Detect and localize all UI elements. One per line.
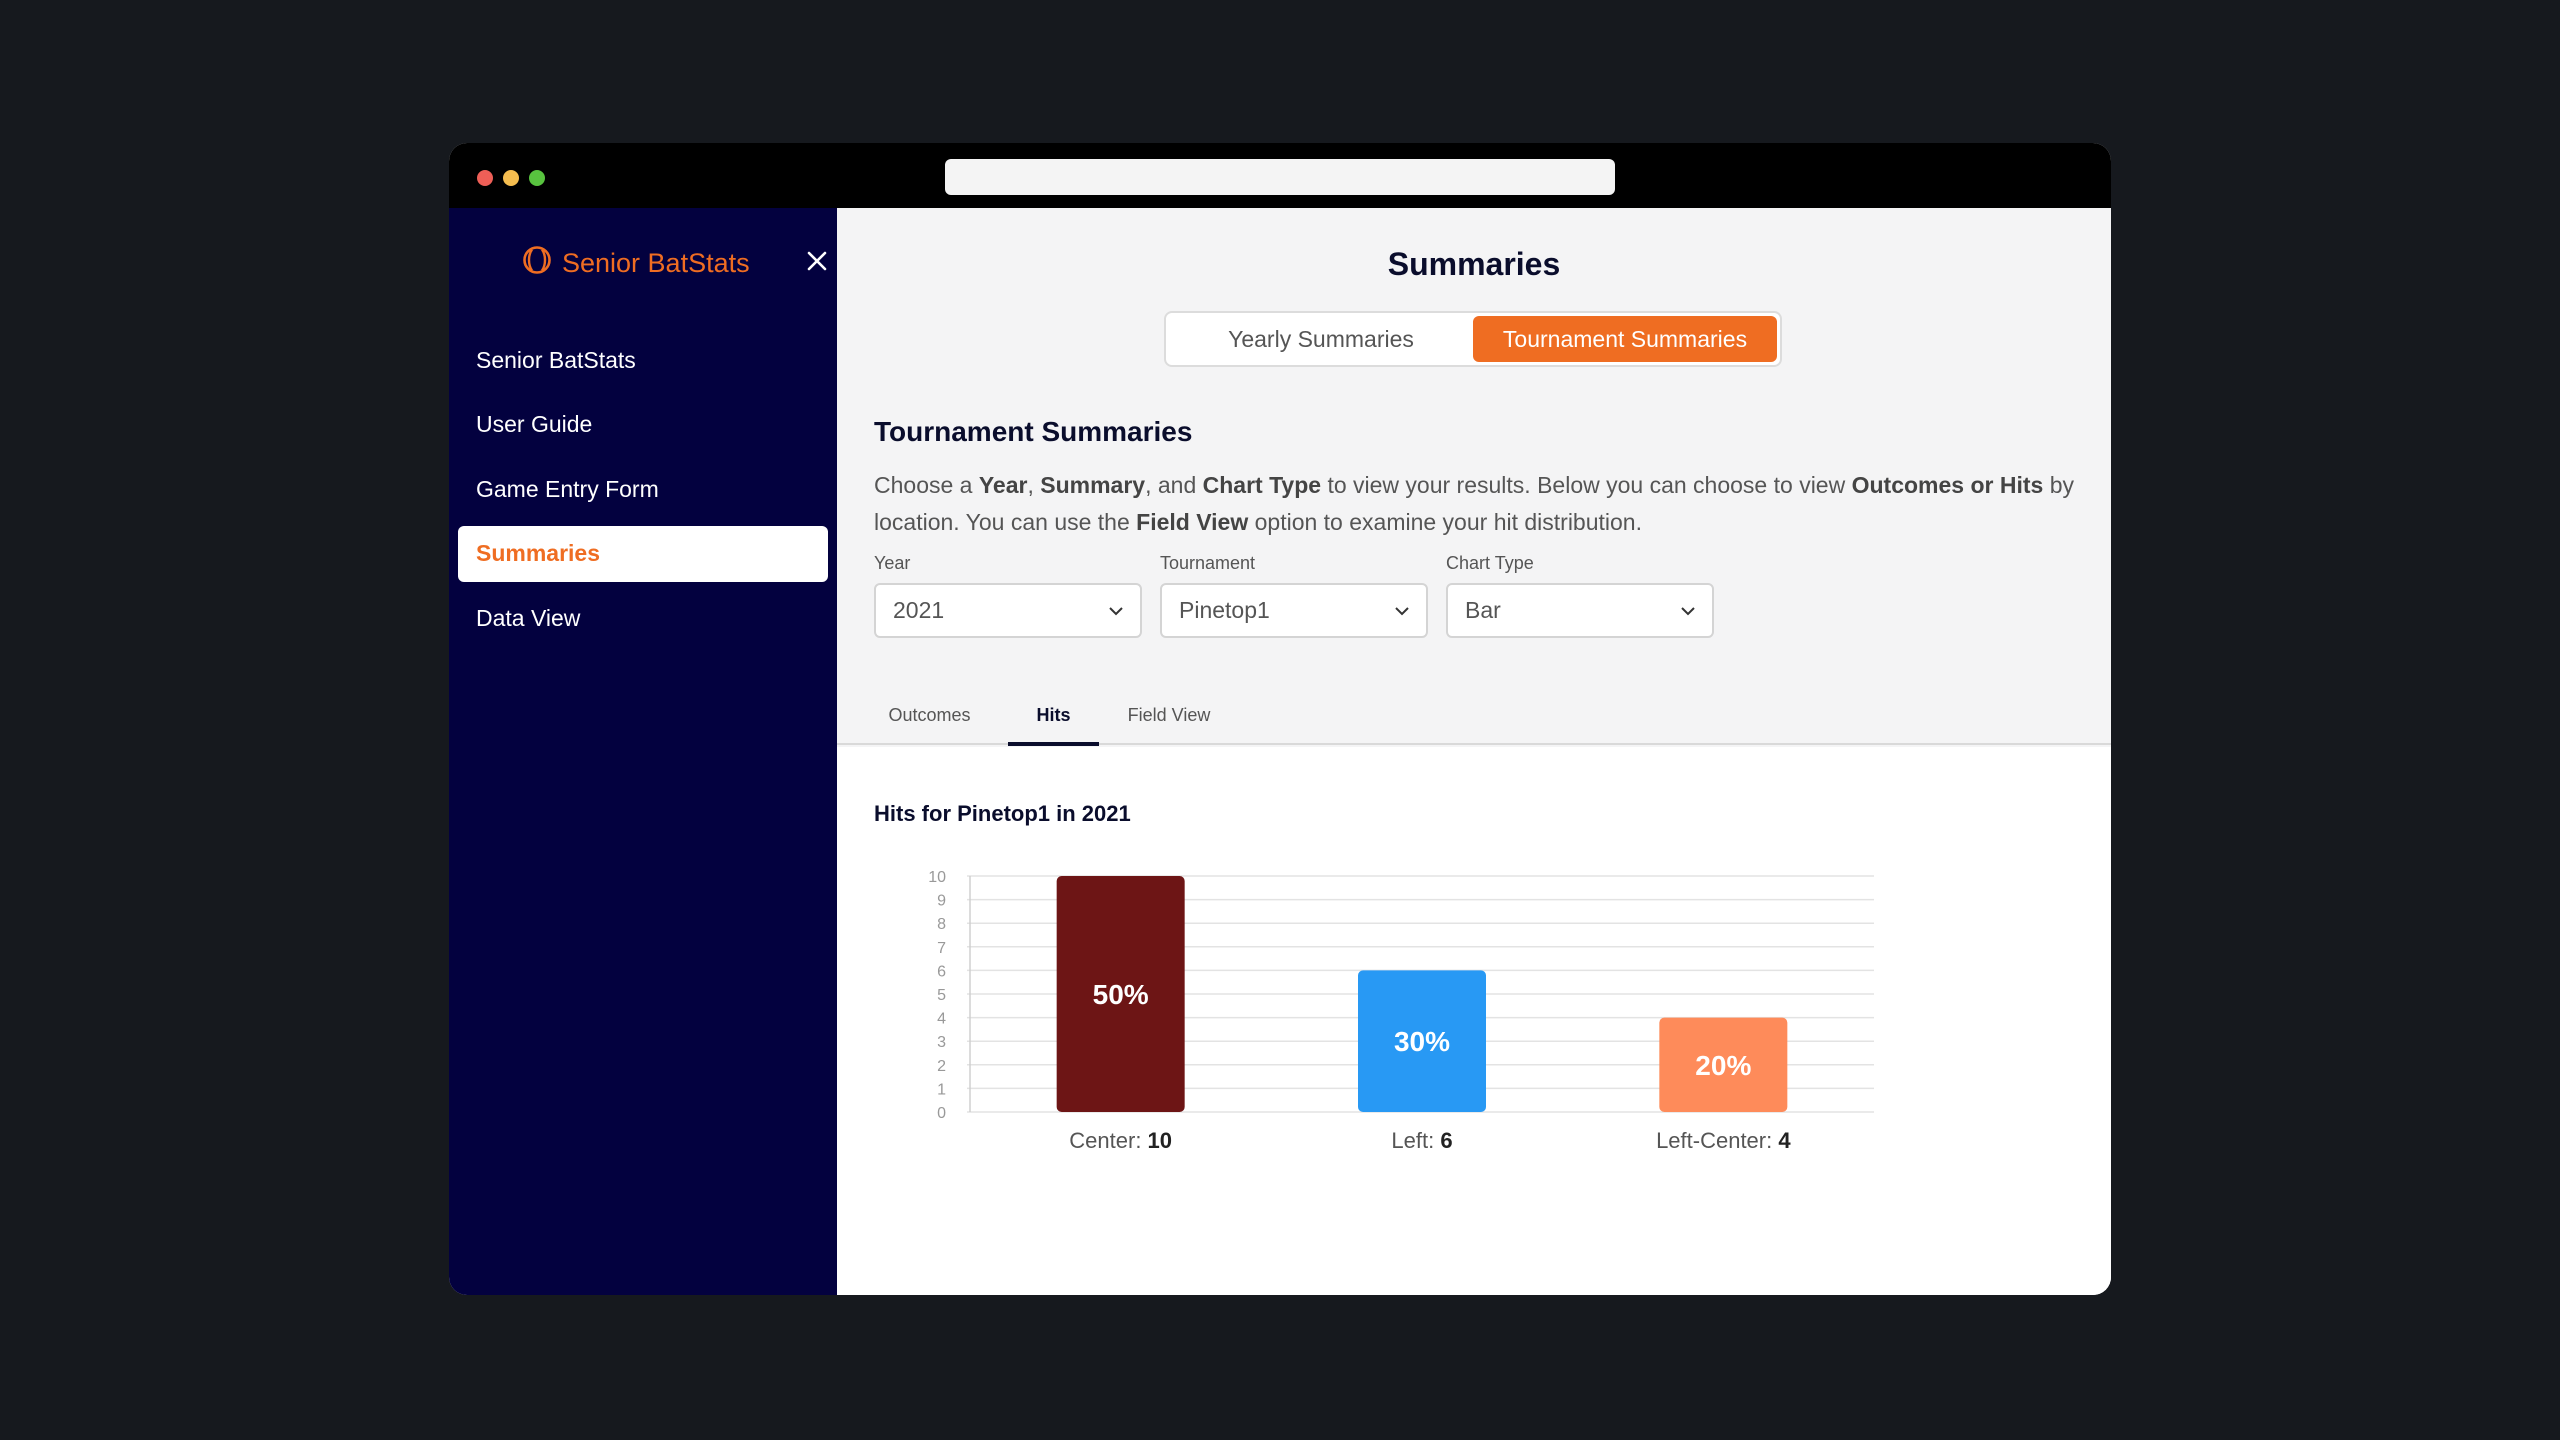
tab-field-view[interactable]: Field View [1127, 705, 1211, 725]
tournament-field: Tournament Pinetop1 [1160, 553, 1428, 638]
description-keyword: Outcomes or Hits [1851, 472, 2044, 498]
sidebar-item-summaries[interactable]: Summaries [458, 525, 828, 582]
sidebar: Senior BatStats Senior BatStats User Gui… [449, 208, 837, 1295]
page-title: Summaries [1387, 246, 1561, 282]
chart-type-label: Chart Type [1446, 553, 1534, 573]
chevron-down-icon [1395, 606, 1409, 615]
tournament-label: Tournament [1160, 553, 1256, 573]
sidebar-nav: Senior BatStats User Guide Game Entry Fo… [458, 332, 828, 655]
chevron-down-icon [1681, 606, 1695, 615]
address-bar[interactable] [945, 159, 1615, 195]
yearly-summaries-button[interactable]: Yearly Summaries [1228, 325, 1414, 352]
sidebar-item-user-guide[interactable]: User Guide [458, 397, 828, 453]
title-bar [449, 143, 2111, 208]
y-tick-label: 4 [937, 1011, 946, 1028]
x-category-label: Left-Center: 4 [1656, 1128, 1791, 1153]
bar-left [1358, 970, 1486, 1112]
x-category-label: Center: 10 [1069, 1128, 1172, 1153]
bar-left-center [1659, 1017, 1788, 1112]
sidebar-item-label: Summaries [476, 540, 601, 566]
brand-name: Senior BatStats [562, 247, 750, 278]
y-tick-label: 7 [937, 940, 946, 957]
y-tick-label: 2 [937, 1058, 946, 1075]
tournament-summaries-button[interactable]: Tournament Summaries [1473, 316, 1777, 362]
sidebar-item-label: Game Entry Form [476, 475, 659, 502]
year-field: Year 2021 [874, 553, 1142, 638]
description-text: to view your results. Below you can choo… [1321, 472, 1852, 498]
brand[interactable]: Senior BatStats [522, 245, 750, 282]
chart-type-select[interactable]: Bar [1446, 583, 1714, 638]
close-icon [807, 251, 827, 271]
x-category-label: Left: 6 [1391, 1128, 1452, 1153]
description-keyword: Summary [1040, 472, 1146, 498]
chart-type-field: Chart Type Bar [1446, 553, 1714, 638]
description-text: , and [1145, 472, 1203, 498]
browser-window: Senior BatStats Senior BatStats User Gui… [449, 143, 2111, 1295]
y-tick-label: 10 [928, 869, 946, 886]
description-keyword: Field View [1136, 509, 1249, 535]
view-tabs: Outcomes Hits Field View [837, 695, 2111, 746]
summary-type-toggle: Yearly Summaries Tournament Summaries [1164, 311, 1782, 367]
chart-type-value: Bar [1465, 597, 1501, 623]
bar-percent-label: 50% [1093, 979, 1149, 1010]
year-value: 2021 [893, 597, 945, 623]
section-title: Tournament Summaries [874, 416, 1193, 447]
main-content: Summaries Yearly Summaries Tournament Su… [837, 208, 2111, 1295]
tab-outcomes[interactable]: Outcomes [888, 705, 971, 725]
chart-panel: Hits for Pinetop1 in 2021 0 1 2 3 4 5 6 7 8 9 10 50… [837, 747, 2111, 1295]
sidebar-item-label: User Guide [476, 411, 593, 437]
description-keyword: Year [978, 472, 1028, 498]
description-text: Choose a [874, 472, 979, 498]
description-text: , [1027, 472, 1041, 498]
tab-hits[interactable]: Hits [1008, 695, 1099, 746]
close-sidebar-button[interactable] [802, 246, 832, 276]
bar-percent-label: 30% [1394, 1026, 1450, 1057]
minimize-window-button[interactable] [503, 170, 519, 186]
description-text: option to examine your hit distribution. [1248, 509, 1642, 535]
hits-bar-chart: 0 1 2 3 4 5 6 7 8 9 10 50% Center: 10 30% Left: 6 20% Le… [928, 869, 1874, 1153]
tournament-select[interactable]: Pinetop1 [1160, 583, 1428, 638]
baseball-icon [522, 245, 552, 282]
description: Choose a Year, Summary, and Chart Type t… [874, 467, 2084, 541]
bar-percent-label: 20% [1695, 1050, 1751, 1081]
sidebar-item-game-entry-form[interactable]: Game Entry Form [458, 461, 828, 517]
bar-center [1056, 876, 1185, 1112]
sidebar-item-label: Senior BatStats [476, 346, 636, 373]
year-select[interactable]: 2021 [874, 583, 1142, 638]
year-label: Year [874, 553, 911, 573]
maximize-window-button[interactable] [529, 170, 545, 186]
chart-title: Hits for Pinetop1 in 2021 [874, 801, 1131, 826]
y-tick-label: 8 [937, 916, 946, 933]
y-tick-label: 3 [937, 1034, 946, 1051]
y-tick-label: 5 [937, 987, 946, 1004]
y-tick-label: 6 [937, 963, 946, 980]
tournament-value: Pinetop1 [1179, 597, 1270, 623]
description-keyword: Chart Type [1202, 472, 1322, 498]
y-tick-label: 0 [937, 1105, 946, 1122]
close-window-button[interactable] [477, 170, 493, 186]
sidebar-item-data-view[interactable]: Data View [458, 590, 828, 646]
chevron-down-icon [1109, 606, 1123, 615]
sidebar-item-label: Data View [476, 604, 581, 631]
description-text: by location. You can use the [874, 472, 2074, 535]
y-tick-label: 1 [937, 1081, 946, 1098]
sidebar-item-senior-batstats[interactable]: Senior BatStats [458, 332, 828, 388]
y-tick-label: 9 [937, 893, 946, 910]
